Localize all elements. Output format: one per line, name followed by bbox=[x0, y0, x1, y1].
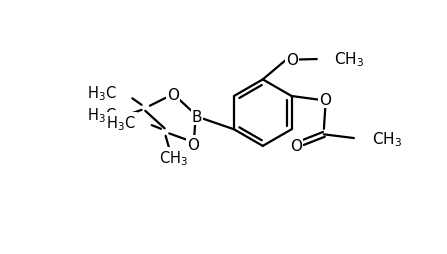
Text: O: O bbox=[319, 93, 331, 108]
Text: O: O bbox=[187, 137, 199, 152]
Text: O: O bbox=[167, 87, 179, 102]
Text: O: O bbox=[290, 139, 302, 154]
Text: H$_3$C: H$_3$C bbox=[87, 84, 116, 102]
Text: O: O bbox=[286, 52, 298, 67]
Text: B: B bbox=[192, 109, 202, 124]
Text: CH$_3$: CH$_3$ bbox=[372, 130, 403, 149]
Text: H$_3$C: H$_3$C bbox=[87, 106, 116, 125]
Text: CH$_3$: CH$_3$ bbox=[160, 149, 188, 168]
Text: H$_3$C: H$_3$C bbox=[106, 114, 135, 133]
Text: CH$_3$: CH$_3$ bbox=[334, 51, 364, 69]
